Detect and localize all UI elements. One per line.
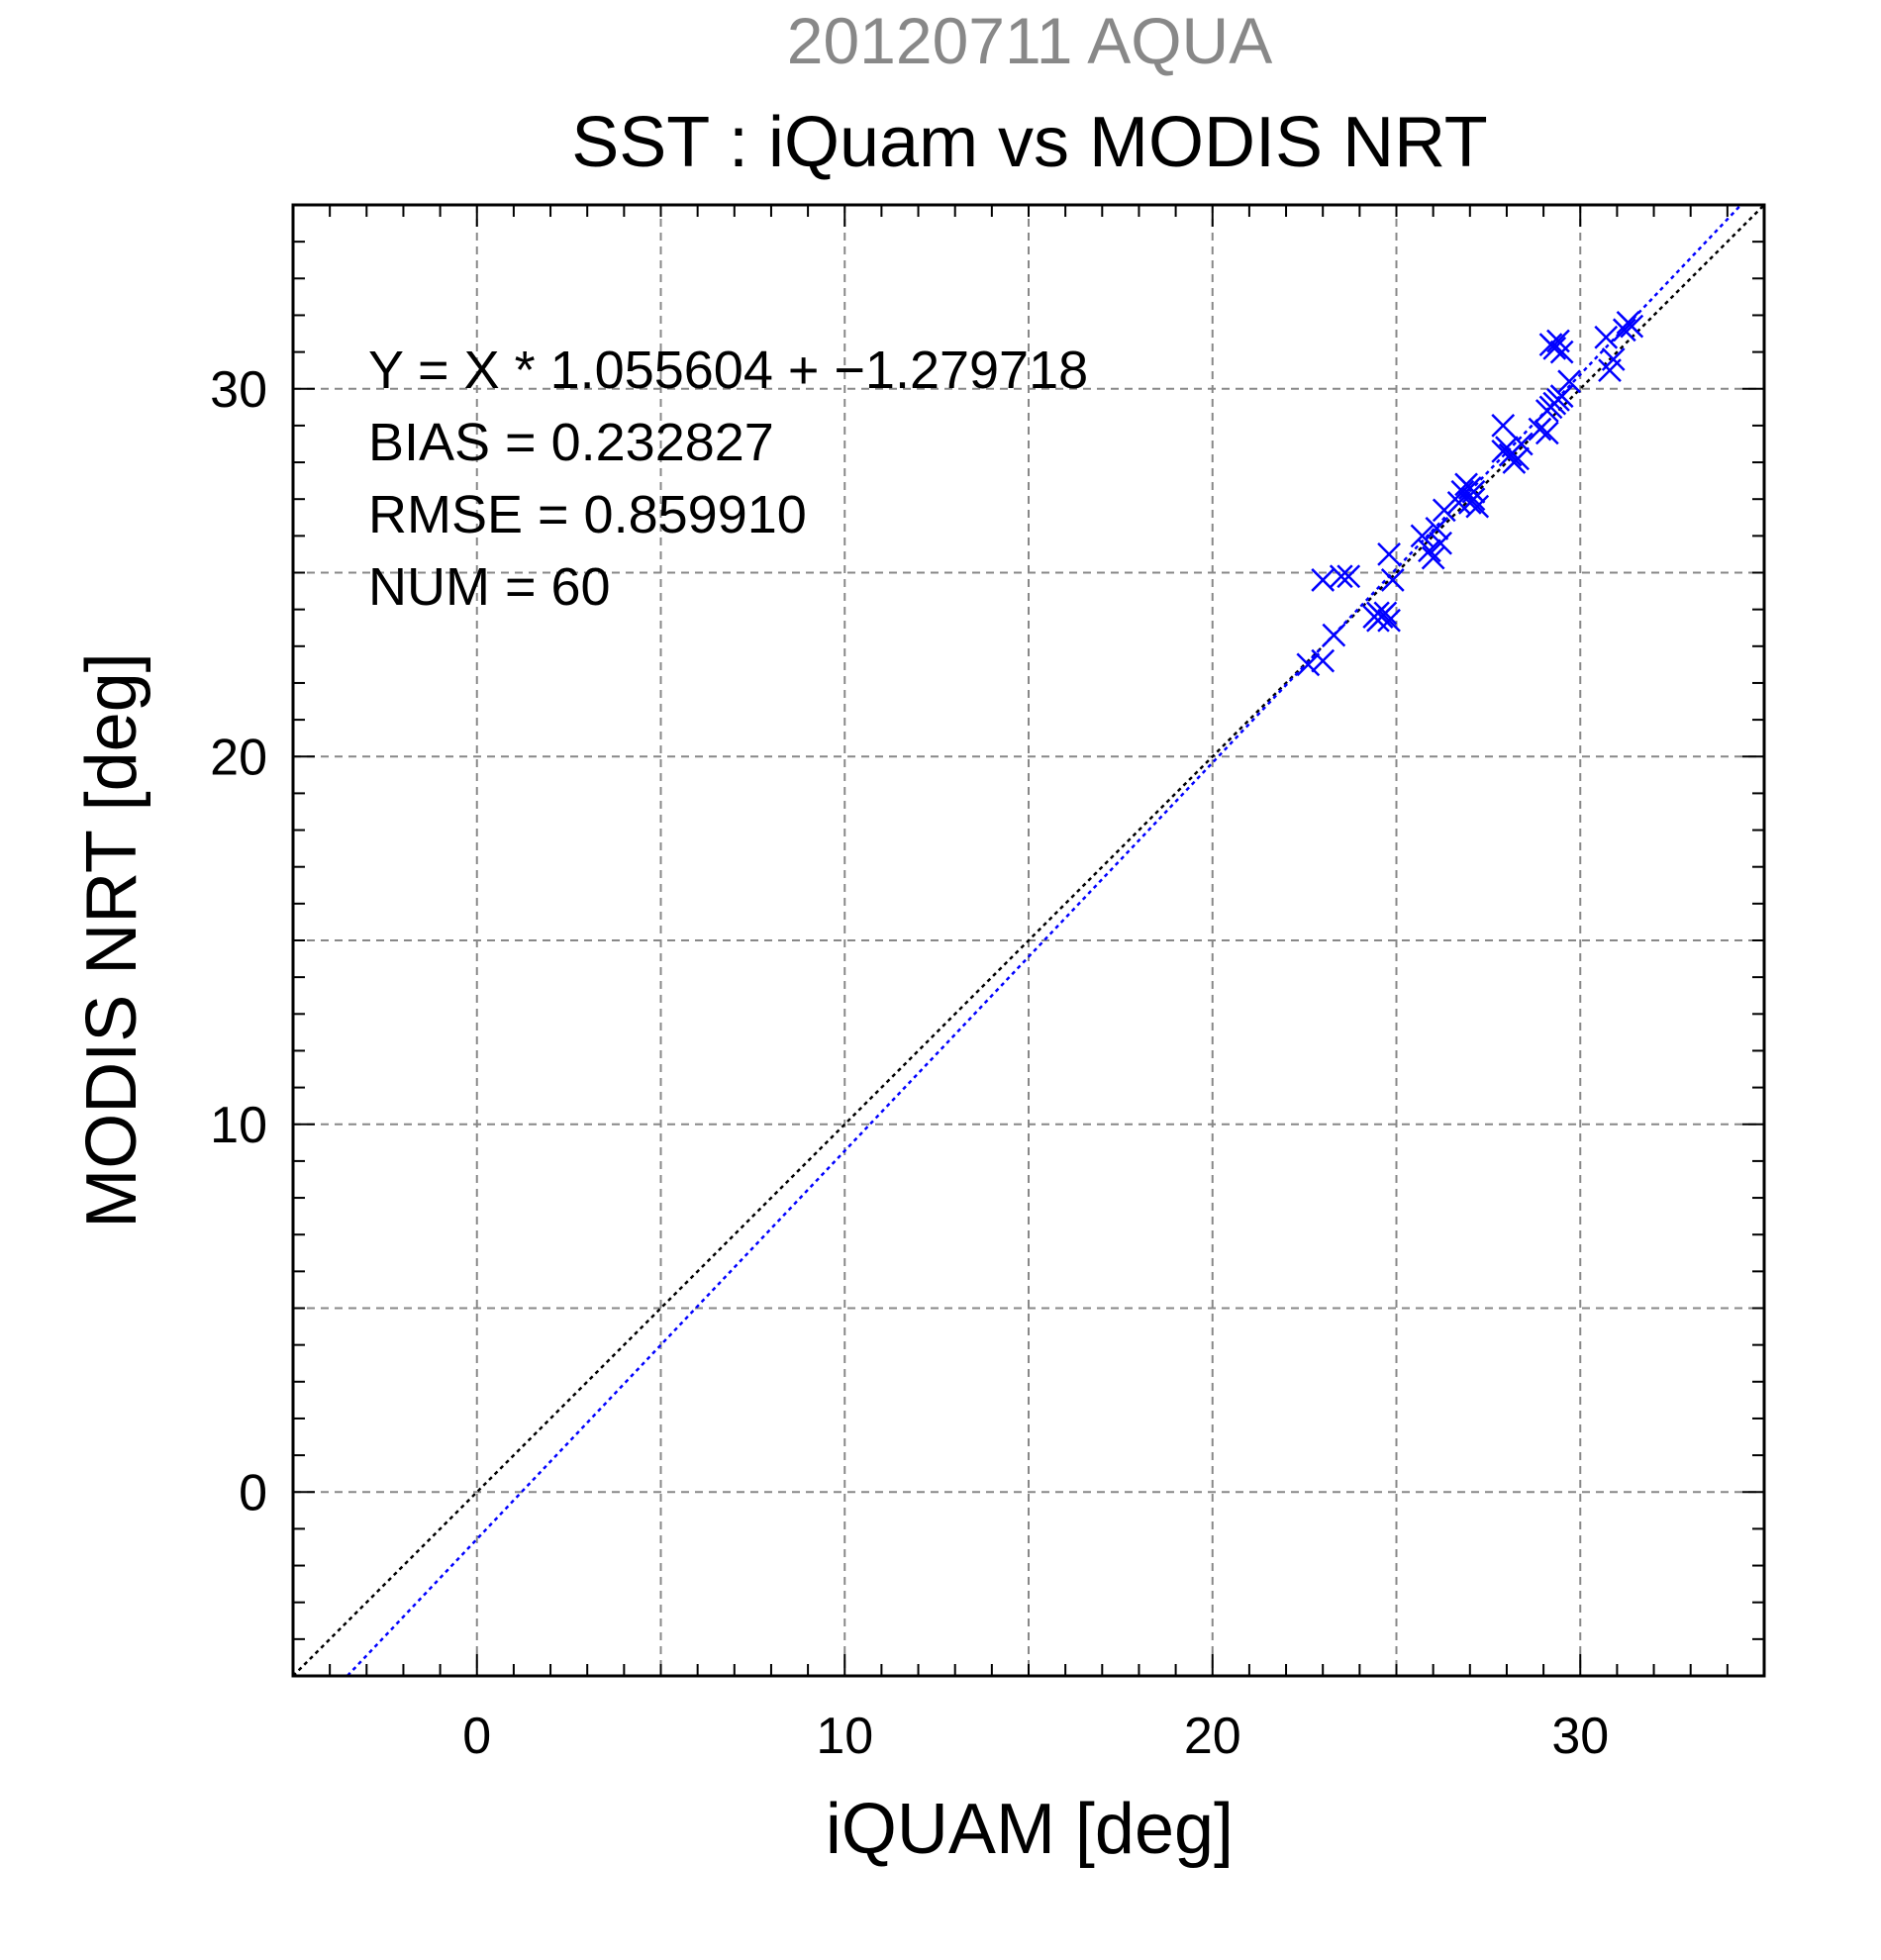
chart-suptitle: 20120711 AQUA (787, 4, 1273, 77)
data-point (1549, 340, 1574, 364)
data-point (1377, 542, 1401, 566)
data-point (1425, 517, 1449, 540)
data-point (1432, 498, 1456, 523)
y-tick-labels: 0 10 20 30 (210, 361, 267, 1522)
data-point (1311, 648, 1336, 673)
data-point (1421, 545, 1445, 570)
bias-value: BIAS = 0.232827 (368, 413, 774, 472)
x-tick-label: 30 (1551, 1708, 1609, 1765)
data-point (1528, 417, 1552, 441)
data-point (1557, 369, 1581, 394)
data-point (1612, 318, 1636, 343)
x-tick-label: 0 (462, 1708, 491, 1765)
data-point (1446, 491, 1471, 515)
stats-annotation: Y = X * 1.055604 + −1.279718 BIAS = 0.23… (368, 341, 1088, 617)
data-point (1491, 440, 1516, 463)
x-axis-label: iQUAM [deg] (826, 1790, 1234, 1869)
num-value: NUM = 60 (368, 557, 611, 617)
fit-line (346, 205, 1743, 1676)
data-point (1465, 494, 1490, 519)
data-point (1429, 531, 1452, 555)
data-point (1549, 384, 1574, 409)
data-point (1534, 421, 1559, 445)
data-point (1542, 337, 1567, 360)
data-point (1457, 476, 1482, 500)
data-point (1620, 314, 1644, 339)
data-point (1366, 601, 1390, 626)
y-tick-label: 0 (239, 1464, 267, 1521)
fit-equation: Y = X * 1.055604 + −1.279718 (368, 341, 1088, 400)
rmse-value: RMSE = 0.859910 (368, 485, 807, 544)
x-tick-label: 10 (816, 1708, 873, 1765)
y-tick-label: 20 (210, 729, 267, 786)
data-point (1329, 564, 1353, 589)
x-tick-labels: 0 10 20 30 (462, 1708, 1609, 1765)
data-point (1322, 623, 1346, 647)
data-point (1509, 432, 1534, 456)
data-point (1594, 325, 1619, 349)
reference-lines (293, 205, 1764, 1676)
identity-line (293, 205, 1764, 1676)
data-point (1418, 539, 1441, 563)
plot-frame (291, 203, 1766, 1678)
y-tick-label: 10 (210, 1097, 267, 1154)
data-points (1296, 310, 1644, 677)
data-point (1601, 347, 1626, 371)
y-axis-label: MODIS NRT [deg] (72, 652, 151, 1228)
data-point (1311, 568, 1336, 592)
data-point (1377, 608, 1401, 633)
y-tick-label: 30 (210, 361, 267, 419)
data-point (1296, 652, 1321, 677)
data-point (1491, 414, 1516, 438)
data-point (1506, 446, 1530, 471)
data-point (1336, 564, 1361, 589)
data-point (1373, 601, 1398, 626)
data-point (1380, 568, 1405, 592)
chart-title: SST : iQuam vs MODIS NRT (571, 103, 1488, 182)
x-tick-label: 20 (1184, 1708, 1241, 1765)
data-point (1410, 524, 1435, 548)
